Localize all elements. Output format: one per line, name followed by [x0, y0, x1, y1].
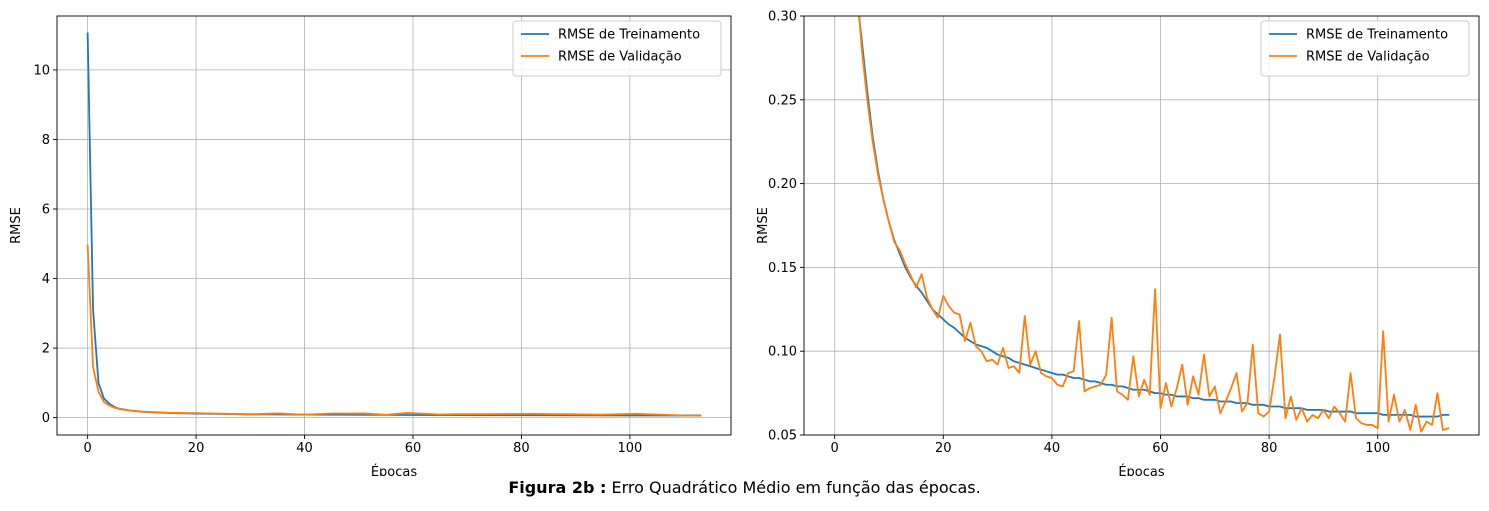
figure-canvas: 0 20 40 60 80 100 0 2 4 6 8 10 Épocas RMSE RMSE de Tre… — [9, 10, 1480, 476]
x-tick-label: 80 — [1261, 441, 1278, 456]
axes-frame — [803, 15, 1480, 436]
left-rmse-plot: 0 20 40 60 80 100 0 2 4 6 8 10 Épocas RMSE RMSE de Tre… — [9, 15, 732, 476]
series-group — [86, 32, 702, 417]
series-group — [858, 16, 1450, 433]
legend-label: RMSE de Treinamento — [1306, 28, 1448, 43]
legend: RMSE de Treinamento RMSE de Validação — [1260, 20, 1470, 77]
y-tick-label: 0.10 — [768, 345, 797, 360]
x-tick-label: 60 — [1152, 441, 1169, 456]
y-tick-label: 2 — [42, 342, 50, 357]
right-rmse-zoom-plot: 0 20 40 60 80 100 0.05 0.10 0.15 0.20 0.25 0.30 Époc… — [756, 10, 1480, 476]
y-tick-label: 0.20 — [768, 177, 797, 192]
y-tick-label: 10 — [33, 63, 50, 78]
legend-label: RMSE de Treinamento — [558, 28, 700, 43]
x-tick-label: 20 — [188, 441, 205, 456]
x-tick-label: 100 — [617, 441, 642, 456]
x-tick-label: 40 — [296, 441, 313, 456]
series-line — [858, 16, 1450, 433]
y-tick-label: 8 — [42, 133, 50, 148]
x-tick-label: 0 — [83, 441, 91, 456]
x-tick-label: 60 — [405, 441, 422, 456]
legend-box — [1260, 20, 1470, 77]
legend-box — [512, 20, 722, 77]
y-tick-label: 6 — [42, 202, 50, 217]
legend: RMSE de Treinamento RMSE de Validação — [512, 20, 722, 77]
y-tick-label: 4 — [42, 272, 50, 287]
x-tick-label: 80 — [513, 441, 530, 456]
y-axis-label: RMSE — [756, 207, 771, 244]
x-axis-label: Épocas — [1118, 464, 1165, 476]
y-tick-label: 0.25 — [768, 93, 797, 108]
axes-frame — [56, 15, 732, 436]
x-tick-label: 40 — [1044, 441, 1061, 456]
y-tick-label: 0.05 — [768, 429, 797, 444]
legend-label: RMSE de Validação — [1306, 50, 1430, 65]
series-line — [86, 32, 702, 417]
caption-text: Erro Quadrático Médio em função das époc… — [611, 478, 981, 497]
caption-label: Figura 2b : — [508, 478, 607, 497]
x-tick-label: 20 — [935, 441, 952, 456]
series-line — [86, 244, 702, 417]
series-line — [858, 16, 1450, 418]
x-axis-label: Épocas — [371, 464, 418, 476]
x-tick-label: 100 — [1365, 441, 1390, 456]
y-tick-label: 0.15 — [768, 261, 797, 276]
y-axis-label: RMSE — [9, 207, 24, 244]
y-tick-label: 0 — [42, 411, 50, 426]
legend-label: RMSE de Validação — [558, 50, 682, 65]
y-tick-label: 0.30 — [768, 10, 797, 25]
figure-caption: Figura 2b : Erro Quadrático Médio em fun… — [0, 478, 1489, 497]
x-tick-label: 0 — [831, 441, 839, 456]
